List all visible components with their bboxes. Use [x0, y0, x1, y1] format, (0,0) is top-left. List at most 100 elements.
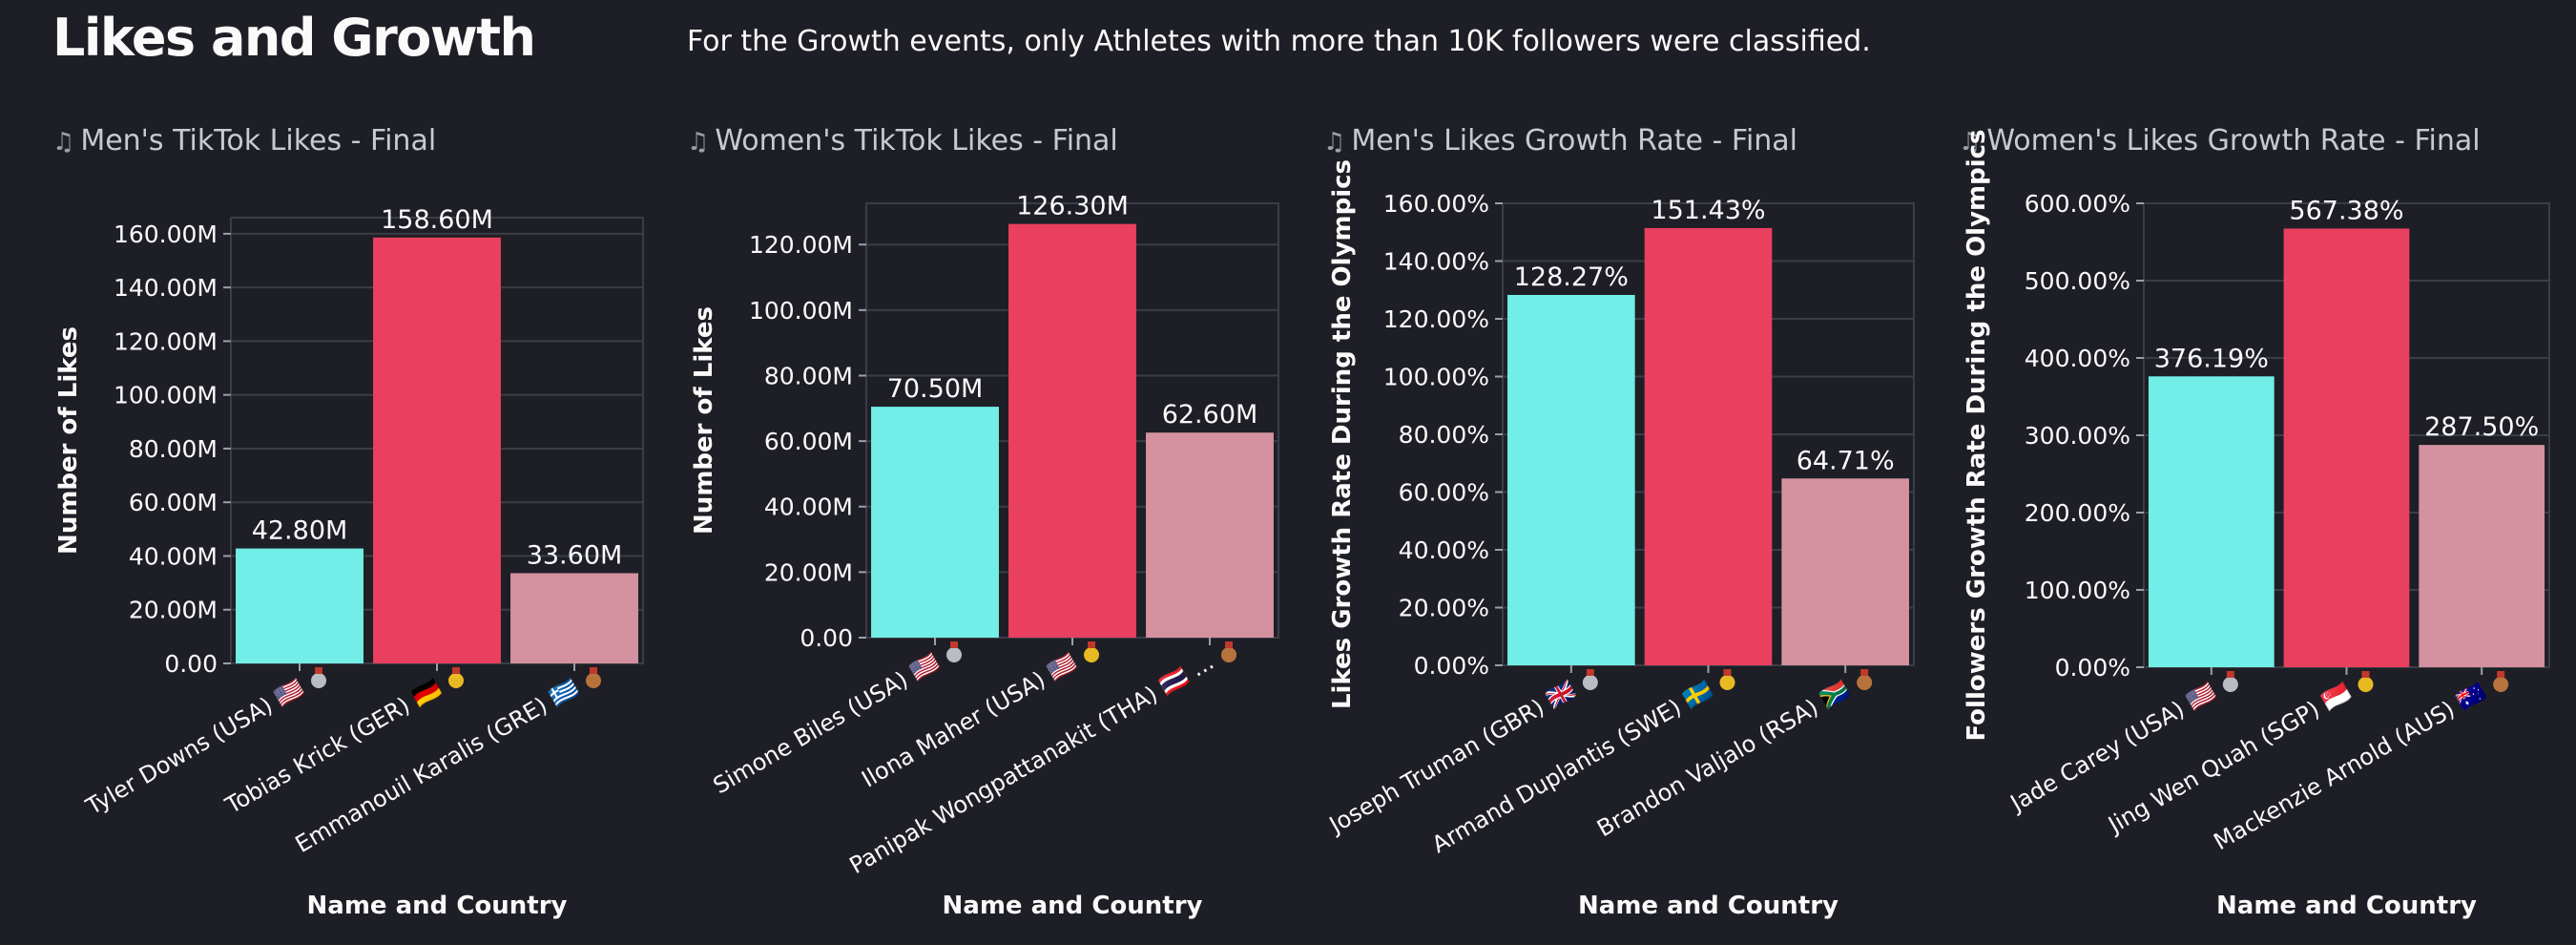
y-axis-label: Number of Likes [690, 306, 718, 535]
chart-title-text: Women's Likes Growth Rate - Final [1986, 124, 2481, 158]
medal-icon [2358, 677, 2374, 692]
chart-0: 0.00 20.00M 40.00M 60.00M 80.00M 100.00M 120.0… [54, 205, 644, 920]
y-tick-label: 0.00% [1414, 652, 1489, 680]
x-tick-label: Jing Wen Quah (SGP) 🇸🇬 [2102, 678, 2355, 839]
y-tick-label: 20.00% [1399, 595, 1489, 622]
y-axis-label: Likes Growth Rate During the Olympics [1328, 159, 1357, 709]
y-tick-label: 0.00 [164, 650, 218, 678]
y-tick-label: 20.00M [129, 597, 218, 624]
musical-note-icon: ♫ [1323, 128, 1346, 157]
y-tick-label: 140.00M [114, 274, 218, 302]
x-axis-label: Name and Country [1578, 892, 1839, 920]
data-label: 151.43% [1651, 196, 1765, 225]
musical-note-icon: ♫ [52, 128, 75, 157]
data-label: 128.27% [1514, 262, 1629, 292]
medal-ribbon-icon [2361, 671, 2370, 678]
y-tick-label: 100.00M [749, 297, 853, 325]
medal-icon [1084, 647, 1099, 662]
bar[interactable] [1146, 432, 1274, 638]
medal-icon [1719, 675, 1735, 690]
data-label: 64.71% [1797, 446, 1895, 475]
y-tick-label: 120.00M [749, 231, 853, 259]
medal-ribbon-icon [1723, 669, 1732, 676]
y-axis-label: Number of Likes [54, 326, 83, 555]
medal-icon [1857, 675, 1873, 690]
y-tick-label: 120.00M [114, 327, 218, 355]
y-tick-label: 600.00% [2025, 190, 2130, 218]
x-axis-label: Name and Country [307, 892, 568, 920]
bar[interactable] [373, 237, 501, 664]
x-tick-label: Tyler Downs (USA) 🇺🇸 [81, 674, 308, 821]
bar[interactable] [2419, 445, 2545, 667]
medal-ribbon-icon [1088, 641, 1095, 648]
y-tick-label: 160.00% [1383, 190, 1489, 218]
page-subtitle: For the Growth events, only Athletes wit… [687, 25, 1871, 58]
medal-icon [946, 647, 962, 662]
y-axis-label: Followers Growth Rate During the Olympic… [1963, 129, 1991, 741]
y-tick-label: 500.00% [2025, 267, 2130, 295]
bar[interactable] [1644, 227, 1773, 665]
y-tick-label: 140.00% [1383, 248, 1489, 276]
chart-1: 0.00 20.00M 40.00M 60.00M 80.00M 100.00M 120.0… [690, 192, 1279, 920]
y-tick-label: 40.00M [764, 494, 853, 521]
y-tick-label: 60.00M [129, 489, 218, 516]
bar[interactable] [1781, 478, 1909, 665]
y-tick-label: 0.00 [800, 624, 853, 652]
musical-note-icon: ♫ [1959, 128, 1982, 157]
chart-title-mens-growth: ♫ Men's Likes Growth Rate - Final [1323, 124, 1797, 158]
y-tick-label: 80.00M [764, 362, 853, 389]
y-tick-label: 120.00% [1383, 305, 1489, 333]
y-tick-label: 80.00M [129, 435, 218, 463]
y-tick-label: 100.00M [114, 382, 218, 410]
x-tick-label: Brandon Valjalo (RSA) 🇿🇦 [1592, 676, 1854, 842]
data-label: 42.80M [252, 516, 348, 546]
x-axis-label: Name and Country [2216, 892, 2477, 920]
medal-icon [2222, 677, 2238, 692]
chart-3: 0.00% 100.00% 200.00% 300.00% 400.00% 500.00%… [1963, 129, 2550, 920]
x-tick-label: Ilona Maher (USA) 🇺🇸 [857, 648, 1081, 793]
y-tick-label: 160.00M [114, 220, 218, 248]
chart-title-womens-likes: ♫ Women's TikTok Likes - Final [687, 124, 1118, 158]
x-tick-label: Tobias Krick (GER) 🇩🇪 [220, 674, 446, 820]
bar[interactable] [1507, 294, 1635, 665]
medal-ribbon-icon [2226, 671, 2234, 678]
y-tick-label: 20.00M [764, 558, 853, 586]
y-tick-label: 60.00% [1399, 479, 1489, 507]
x-tick-label: Mackenzie Arnold (AUS) 🇦🇺 [2210, 678, 2491, 855]
y-tick-label: 300.00% [2025, 422, 2130, 450]
data-label: 33.60M [527, 540, 623, 570]
bar[interactable] [1008, 223, 1136, 638]
x-axis-label: Name and Country [943, 892, 1203, 920]
bar[interactable] [510, 573, 638, 663]
y-tick-label: 60.00M [764, 428, 853, 455]
y-tick-label: 200.00% [2025, 499, 2130, 527]
bar[interactable] [871, 407, 999, 638]
y-tick-label: 80.00% [1399, 421, 1489, 449]
bar[interactable] [2148, 376, 2275, 667]
y-tick-label: 100.00% [2025, 577, 2130, 604]
chart-title-womens-growth: ♫ Women's Likes Growth Rate - Final [1959, 124, 2481, 158]
musical-note-icon: ♫ [687, 128, 710, 157]
medal-icon [448, 673, 464, 688]
medal-ribbon-icon [315, 667, 322, 674]
bar[interactable] [236, 548, 364, 663]
medal-ribbon-icon [590, 667, 597, 674]
bar[interactable] [2283, 228, 2410, 668]
medal-icon [1221, 647, 1236, 662]
medal-ribbon-icon [1586, 669, 1594, 676]
chart-title-mens-likes: ♫ Men's TikTok Likes - Final [52, 124, 436, 158]
medal-ribbon-icon [452, 667, 460, 674]
page-title: Likes and Growth [52, 8, 536, 68]
data-label: 62.60M [1162, 400, 1258, 430]
medal-ribbon-icon [1225, 641, 1233, 648]
y-tick-label: 40.00M [129, 542, 218, 570]
medal-ribbon-icon [950, 641, 958, 648]
x-tick-label: Simone Biles (USA) 🇺🇸 [709, 648, 944, 799]
chart-title-text: Men's TikTok Likes - Final [80, 124, 437, 158]
data-label: 287.50% [2424, 412, 2539, 442]
y-tick-label: 40.00% [1399, 536, 1489, 564]
y-tick-label: 0.00% [2055, 654, 2130, 682]
medal-icon [311, 673, 326, 688]
chart-title-text: Women's TikTok Likes - Final [715, 124, 1118, 158]
